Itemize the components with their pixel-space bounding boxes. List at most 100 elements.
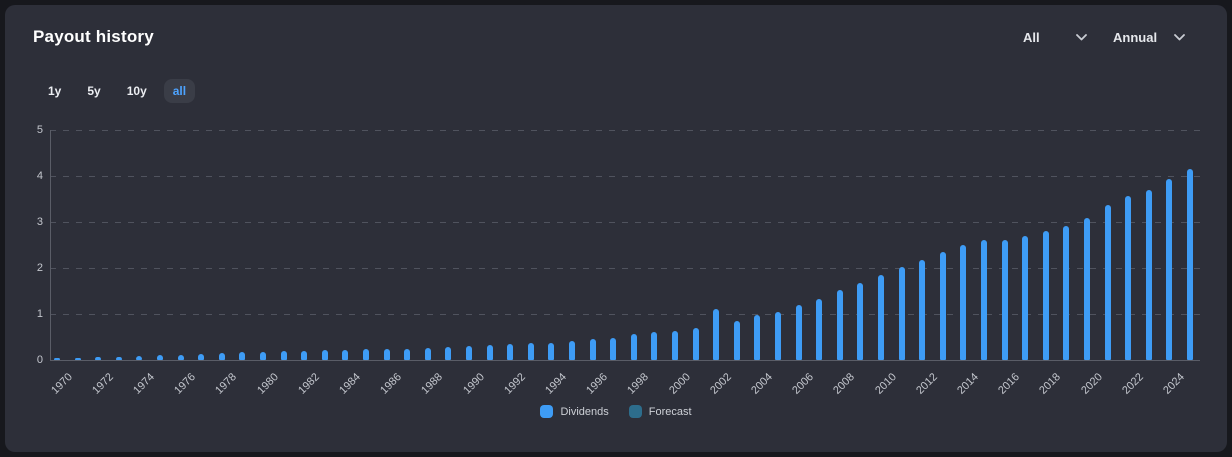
x-axis-tick-label: 2024 (1161, 371, 1187, 397)
dividend-bar-1996[interactable] (589, 339, 596, 360)
dividend-bar-2005[interactable] (775, 311, 781, 360)
dividend-bar-1997[interactable] (610, 337, 617, 360)
dividend-bar-1989[interactable] (445, 347, 452, 360)
dividend-bar-2014[interactable] (960, 245, 967, 360)
dividend-bar-1994[interactable] (548, 342, 555, 360)
dividend-bar-2012[interactable] (919, 259, 926, 360)
range-button-10y[interactable]: 10y (118, 79, 156, 103)
gridline-y2 (50, 268, 1200, 269)
page-title: Payout history (33, 27, 154, 46)
dividend-bar-1973[interactable] (115, 356, 122, 360)
x-axis-tick-label: 1974 (131, 371, 157, 397)
dividend-bar-2025[interactable] (1187, 169, 1193, 360)
dividend-bar-2015[interactable] (981, 240, 987, 360)
chevron-down-icon (1076, 34, 1087, 41)
range-button-5y[interactable]: 5y (78, 79, 109, 103)
dividend-bar-2018[interactable] (1042, 231, 1049, 360)
dividend-bar-2007[interactable] (816, 298, 823, 360)
x-axis-tick-label: 2020 (1078, 371, 1105, 397)
dividend-bar-1981[interactable] (280, 351, 287, 360)
dividend-bar-1978[interactable] (218, 353, 225, 360)
y-axis-tick-label: 5 (36, 124, 43, 136)
x-axis-line (50, 360, 1200, 361)
dividend-bar-2002[interactable] (713, 309, 720, 360)
y-axis-line (50, 130, 51, 360)
gridline-y4 (50, 176, 1200, 177)
x-axis-tick-label: 1996 (584, 371, 611, 397)
range-button-all[interactable]: all (163, 79, 196, 103)
dividend-bar-1975[interactable] (157, 355, 163, 360)
dividend-bar-1974[interactable] (136, 356, 143, 360)
dividend-bar-1991[interactable] (486, 345, 493, 360)
dropdown-frequency-filter[interactable]: Annual (1113, 30, 1185, 45)
range-button-1y[interactable]: 1y (39, 79, 70, 103)
dividend-bar-2024[interactable] (1166, 179, 1173, 360)
x-axis-tick-label: 1984 (337, 371, 363, 397)
x-axis-tick-label: 1980 (254, 371, 281, 397)
dividend-bar-1988[interactable] (424, 348, 431, 360)
dividend-bar-1983[interactable] (321, 350, 328, 360)
dividend-bar-2008[interactable] (836, 290, 843, 360)
dividend-bar-2017[interactable] (1022, 235, 1029, 360)
dividend-bar-1970[interactable] (54, 358, 60, 360)
dividend-bar-2022[interactable] (1125, 195, 1132, 360)
dividend-bar-2004[interactable] (754, 315, 761, 360)
x-axis-tick-label: 2010 (872, 371, 899, 397)
dividend-bar-1976[interactable] (177, 354, 184, 360)
x-axis-tick-label: 2012 (913, 371, 940, 397)
payout-history-card: Payout history All Annual 1y 5y 10y all 0 1 2 3… (5, 5, 1227, 452)
dividend-bar-1999[interactable] (651, 332, 658, 360)
dividend-bar-2021[interactable] (1104, 205, 1111, 360)
x-axis-tick-label: 2006 (790, 371, 817, 397)
dividend-bar-2019[interactable] (1063, 225, 1070, 360)
dividend-bar-1984[interactable] (342, 349, 349, 360)
dropdown-value: Annual (1113, 30, 1158, 45)
chart-legend: Dividends Forecast (5, 405, 1227, 418)
y-axis-tick-label: 1 (36, 308, 43, 320)
dividend-bar-2009[interactable] (857, 282, 864, 360)
dividend-bar-2020[interactable] (1084, 218, 1090, 360)
legend-item-forecast[interactable]: Forecast (628, 405, 692, 418)
dividend-bar-2006[interactable] (795, 304, 802, 360)
dividend-bar-1986[interactable] (383, 349, 390, 360)
y-axis-tick-label: 2 (36, 262, 43, 274)
y-axis-tick-label: 4 (36, 170, 43, 182)
dividend-bar-1972[interactable] (95, 357, 102, 360)
dividend-bar-1985[interactable] (363, 349, 369, 360)
dividend-bar-1992[interactable] (507, 344, 514, 360)
dividend-bar-1995[interactable] (569, 341, 575, 360)
dividend-bar-1998[interactable] (630, 334, 637, 360)
y-axis-tick-label: 3 (36, 216, 43, 228)
dividend-bar-2011[interactable] (898, 267, 905, 360)
x-axis-tick-label: 1982 (295, 371, 322, 397)
x-axis-tick-label: 1998 (625, 371, 652, 397)
x-axis-tick-label: 2004 (749, 371, 775, 397)
dropdown-type-filter[interactable]: All (1023, 30, 1087, 45)
x-axis-tick-label: 2002 (707, 371, 734, 397)
range-selector: 1y 5y 10y all (39, 79, 196, 103)
dividend-bar-2023[interactable] (1145, 189, 1152, 360)
x-axis-tick-label: 2016 (996, 371, 1023, 397)
dividend-bar-1977[interactable] (198, 354, 205, 360)
dropdown-value: All (1023, 30, 1040, 45)
dividend-bar-2010[interactable] (878, 274, 884, 360)
legend-label: Dividends (560, 405, 609, 418)
dividend-bar-1993[interactable] (527, 343, 534, 360)
dividend-bar-1987[interactable] (404, 348, 411, 360)
header-dropdowns: All Annual (1023, 30, 1185, 45)
dividend-bar-2016[interactable] (1001, 239, 1008, 360)
gridline-y1 (50, 314, 1200, 315)
dividend-bar-2000[interactable] (672, 330, 678, 360)
x-axis-tick-label: 1986 (378, 371, 405, 397)
dividend-bar-1982[interactable] (301, 350, 308, 360)
dividend-bar-2003[interactable] (733, 320, 740, 360)
legend-item-dividends[interactable]: Dividends (540, 405, 609, 418)
dividend-bar-1979[interactable] (239, 352, 246, 360)
dividend-bar-1971[interactable] (74, 357, 81, 360)
dividend-bar-chart: 0 1 2 3 4 5 1970 1972 1974 1976 1978 1980 1982 1984 19… (5, 5, 1227, 452)
gridline-y5 (50, 130, 1200, 131)
dividend-bar-2001[interactable] (692, 327, 699, 360)
dividend-bar-1990[interactable] (466, 346, 472, 360)
dividend-bar-1980[interactable] (260, 351, 266, 360)
dividend-bar-2013[interactable] (939, 251, 946, 360)
